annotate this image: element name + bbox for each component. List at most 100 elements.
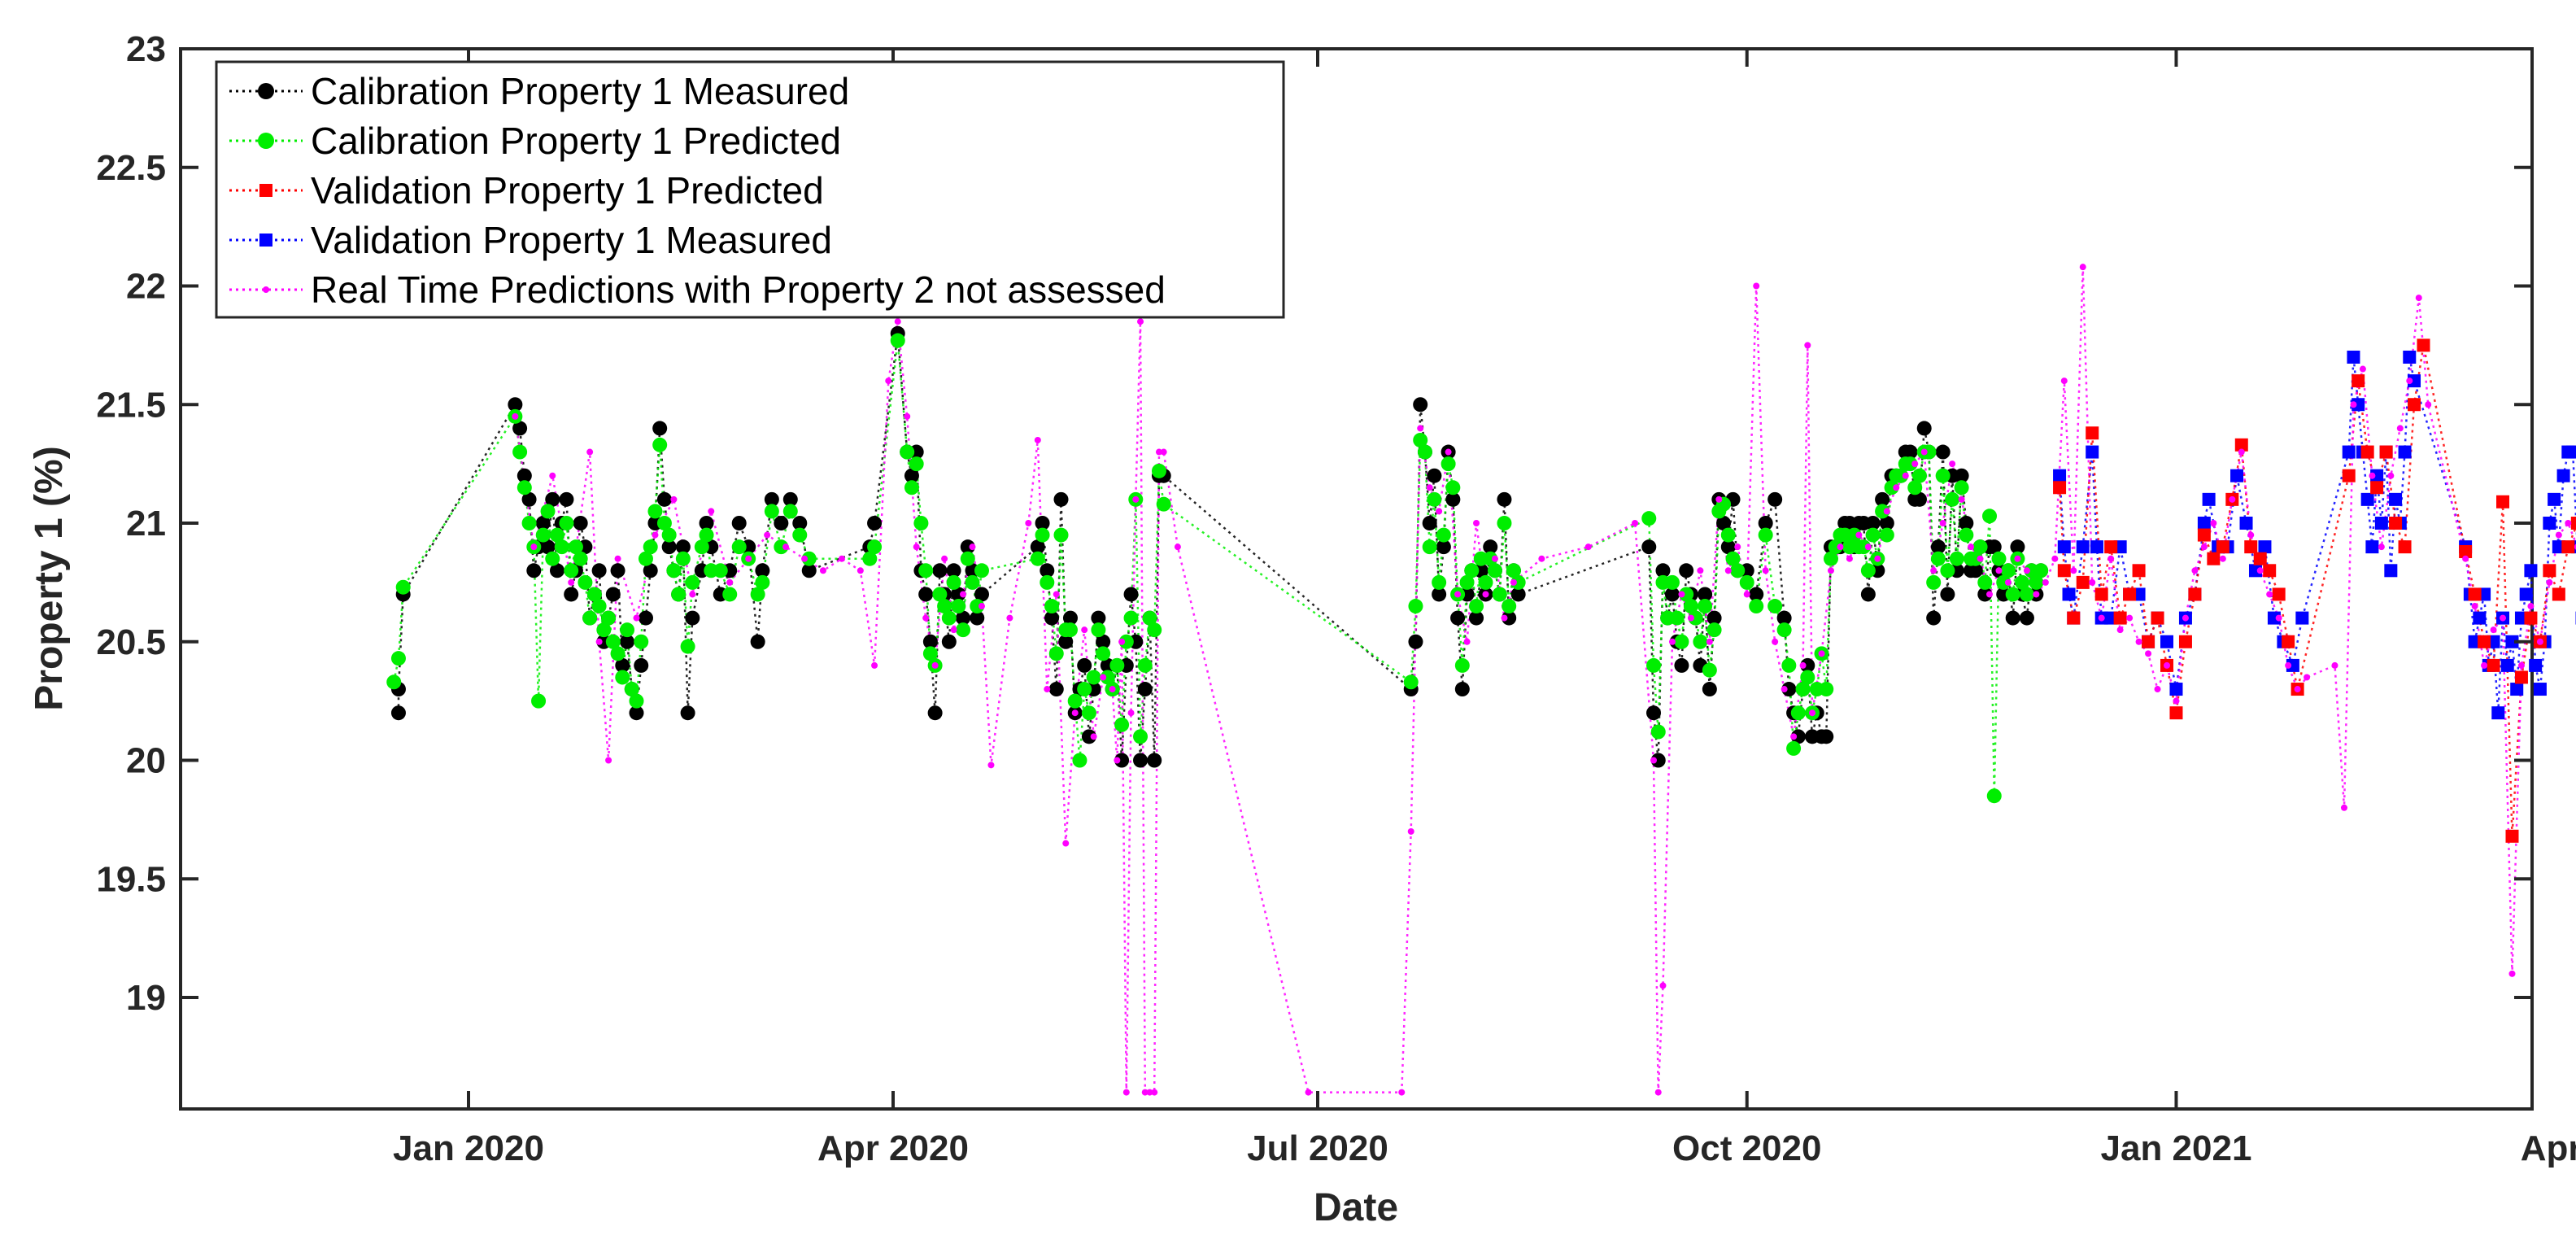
data-point <box>2086 426 2099 440</box>
data-point <box>1902 472 1909 479</box>
data-point <box>1954 468 1969 483</box>
data-point <box>2070 567 2077 574</box>
data-point <box>1795 682 1811 697</box>
data-point <box>1855 531 1863 539</box>
data-point <box>1510 587 1526 602</box>
data-point <box>2408 374 2421 388</box>
y-axis: 19 19.5 20 20.5 21 21.5 22 22.5 23 <box>96 29 2532 1018</box>
data-point <box>932 587 948 602</box>
data-point <box>1463 638 1471 645</box>
data-point <box>1698 587 1713 602</box>
data-point <box>620 622 635 638</box>
data-point <box>2219 555 2226 562</box>
data-point <box>1006 614 1013 622</box>
data-point <box>867 516 883 530</box>
data-point <box>1860 563 1876 578</box>
data-point <box>2029 574 2044 590</box>
data-point <box>2417 338 2430 352</box>
data-point <box>2090 540 2103 554</box>
data-point <box>2517 661 2525 669</box>
data-point <box>1781 682 1797 697</box>
data-point <box>2508 970 2516 977</box>
data-point <box>2042 578 2049 586</box>
data-point <box>2154 686 2161 693</box>
legend-marker <box>259 184 272 197</box>
data-point <box>2244 540 2258 554</box>
data-point <box>1930 567 1937 574</box>
data-point <box>1174 543 1181 551</box>
data-point <box>2536 638 2543 645</box>
data-point <box>1781 657 1797 673</box>
data-point <box>586 448 594 456</box>
data-point <box>932 563 948 578</box>
data-point <box>1053 491 1069 507</box>
data-point <box>1478 574 1493 590</box>
data-point <box>508 397 523 412</box>
data-point <box>2107 555 2115 562</box>
data-point <box>1772 638 1779 645</box>
data-point <box>946 563 961 578</box>
data-point <box>1417 425 1424 432</box>
data-point <box>969 543 976 551</box>
data-point <box>2574 543 2576 550</box>
data-point <box>1044 610 1060 626</box>
data-point <box>699 516 714 530</box>
data-point <box>1510 574 1526 590</box>
data-point <box>1884 480 1899 495</box>
data-point <box>656 516 672 530</box>
data-point <box>1141 1089 1149 1096</box>
data-point <box>2229 495 2236 503</box>
data-point <box>395 579 411 595</box>
data-point <box>2496 495 2510 509</box>
data-point <box>2529 658 2543 672</box>
data-point <box>2491 706 2505 720</box>
y-tick-label: 19 <box>126 978 166 1018</box>
data-point <box>1954 480 1969 495</box>
data-point <box>540 504 556 519</box>
data-point <box>390 705 406 721</box>
data-point <box>1715 495 1723 503</box>
data-point <box>927 705 943 721</box>
data-point <box>1865 516 1881 530</box>
data-point <box>586 587 602 602</box>
data-point <box>535 516 551 530</box>
data-point <box>1698 599 1713 614</box>
data-point <box>941 610 957 626</box>
data-point <box>2352 374 2365 388</box>
data-point <box>731 539 747 555</box>
data-point <box>2079 264 2086 271</box>
data-point <box>1132 495 1140 503</box>
data-point <box>782 543 790 551</box>
data-point <box>595 638 603 645</box>
data-point <box>1147 753 1162 768</box>
data-point <box>2286 658 2299 672</box>
y-tick-label: 21.5 <box>96 385 166 425</box>
data-point <box>512 412 519 420</box>
data-point <box>1758 527 1773 543</box>
data-point <box>750 634 765 649</box>
data-point <box>1081 626 1088 634</box>
data-point <box>1883 508 1890 515</box>
data-point <box>2057 540 2071 554</box>
data-point <box>708 508 715 515</box>
data-point <box>2478 635 2491 648</box>
data-point <box>1422 539 1437 555</box>
data-point <box>535 527 551 543</box>
data-point <box>1497 516 1512 530</box>
x-axis: Jan 2020 Apr 2020 Jul 2020 Oct 2020 Jan 2021… <box>393 49 2576 1168</box>
data-point <box>2295 611 2309 625</box>
data-point <box>2247 531 2255 539</box>
data-point <box>1497 491 1512 507</box>
data-point <box>1986 539 2002 555</box>
data-point <box>2396 425 2404 432</box>
data-point <box>713 563 728 578</box>
data-point <box>2524 564 2538 578</box>
data-point <box>1398 1089 1406 1096</box>
data-point <box>2370 481 2384 495</box>
data-point <box>2248 564 2262 578</box>
data-point <box>2135 638 2142 645</box>
data-point <box>1739 574 1754 590</box>
data-point <box>1856 539 1872 555</box>
data-point <box>1123 610 1139 626</box>
x-tick-label: Oct 2020 <box>1672 1128 1821 1168</box>
